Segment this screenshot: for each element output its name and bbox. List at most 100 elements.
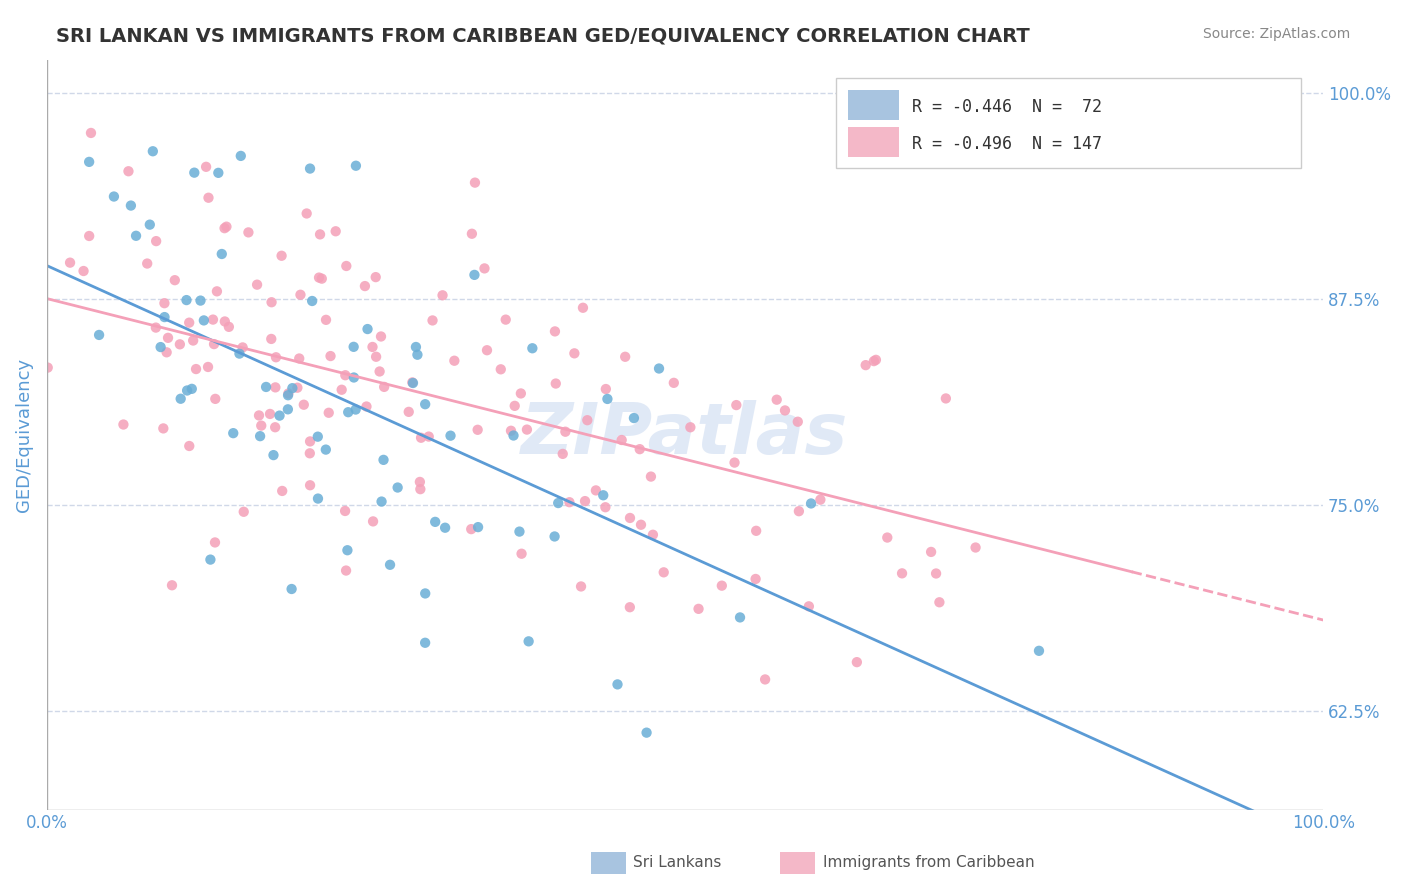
Immigrants from Caribbean xyxy=(333,504,356,518)
Sri Lankans xyxy=(120,198,142,212)
Immigrants from Caribbean xyxy=(330,383,353,397)
Sri Lankans xyxy=(800,496,823,510)
Sri Lankans xyxy=(405,340,427,354)
Immigrants from Caribbean xyxy=(271,483,294,498)
Immigrants from Caribbean xyxy=(311,271,333,285)
Immigrants from Caribbean xyxy=(422,313,444,327)
Immigrants from Caribbean xyxy=(409,475,432,489)
Immigrants from Caribbean xyxy=(787,504,810,518)
Immigrants from Caribbean xyxy=(418,429,440,443)
Sri Lankans xyxy=(373,453,395,467)
Sri Lankans xyxy=(307,430,329,444)
Immigrants from Caribbean xyxy=(572,301,595,315)
Immigrants from Caribbean xyxy=(630,517,652,532)
Immigrants from Caribbean xyxy=(863,354,886,368)
Sri Lankans xyxy=(103,189,125,203)
Immigrants from Caribbean xyxy=(145,320,167,334)
Text: R = -0.496  N = 147: R = -0.496 N = 147 xyxy=(912,136,1102,153)
Immigrants from Caribbean xyxy=(595,500,617,515)
Immigrants from Caribbean xyxy=(179,316,201,330)
Immigrants from Caribbean xyxy=(516,423,538,437)
Immigrants from Caribbean xyxy=(373,380,395,394)
Immigrants from Caribbean xyxy=(460,522,482,536)
Immigrants from Caribbean xyxy=(112,417,135,432)
Immigrants from Caribbean xyxy=(935,392,957,406)
Immigrants from Caribbean xyxy=(37,360,59,375)
Immigrants from Caribbean xyxy=(218,319,240,334)
Sri Lankans xyxy=(344,159,367,173)
Sri Lankans xyxy=(77,154,100,169)
Immigrants from Caribbean xyxy=(153,296,176,310)
Sri Lankans xyxy=(623,411,645,425)
Immigrants from Caribbean xyxy=(318,406,340,420)
Immigrants from Caribbean xyxy=(246,277,269,292)
Sri Lankans xyxy=(176,293,198,307)
Sri Lankans xyxy=(434,521,457,535)
Immigrants from Caribbean xyxy=(201,312,224,326)
Immigrants from Caribbean xyxy=(786,415,808,429)
Immigrants from Caribbean xyxy=(585,483,607,498)
Immigrants from Caribbean xyxy=(72,264,94,278)
Sri Lankans xyxy=(180,382,202,396)
Immigrants from Caribbean xyxy=(745,524,768,538)
Immigrants from Caribbean xyxy=(558,495,581,509)
Immigrants from Caribbean xyxy=(808,492,831,507)
Sri Lankans xyxy=(207,166,229,180)
Sri Lankans xyxy=(263,448,285,462)
Immigrants from Caribbean xyxy=(619,511,641,525)
Sri Lankans xyxy=(502,428,524,442)
Immigrants from Caribbean xyxy=(361,515,384,529)
Immigrants from Caribbean xyxy=(238,226,260,240)
Immigrants from Caribbean xyxy=(679,420,702,434)
Sri Lankans xyxy=(277,388,299,402)
Sri Lankans xyxy=(343,370,366,384)
Immigrants from Caribbean xyxy=(544,376,567,391)
Immigrants from Caribbean xyxy=(264,351,287,365)
Immigrants from Caribbean xyxy=(544,325,567,339)
Immigrants from Caribbean xyxy=(688,602,710,616)
Immigrants from Caribbean xyxy=(474,261,496,276)
Immigrants from Caribbean xyxy=(576,413,599,427)
Sri Lankans xyxy=(222,426,245,441)
Sri Lankans xyxy=(337,405,360,419)
Immigrants from Caribbean xyxy=(184,362,207,376)
Immigrants from Caribbean xyxy=(214,314,236,328)
Immigrants from Caribbean xyxy=(335,368,357,383)
Immigrants from Caribbean xyxy=(264,380,287,394)
Bar xyxy=(848,127,900,157)
Immigrants from Caribbean xyxy=(250,418,273,433)
Immigrants from Caribbean xyxy=(495,312,517,326)
Immigrants from Caribbean xyxy=(364,270,387,285)
Immigrants from Caribbean xyxy=(354,279,377,293)
Sri Lankans xyxy=(190,293,212,308)
Sri Lankans xyxy=(728,610,751,624)
Immigrants from Caribbean xyxy=(215,219,238,234)
Sri Lankans xyxy=(378,558,401,572)
Sri Lankans xyxy=(547,496,569,510)
Immigrants from Caribbean xyxy=(260,295,283,310)
Immigrants from Caribbean xyxy=(299,434,322,449)
Immigrants from Caribbean xyxy=(797,599,820,614)
Immigrants from Caribbean xyxy=(891,566,914,581)
Immigrants from Caribbean xyxy=(725,398,748,412)
Immigrants from Caribbean xyxy=(117,164,139,178)
Sri Lankans xyxy=(413,586,436,600)
Immigrants from Caribbean xyxy=(356,400,378,414)
Immigrants from Caribbean xyxy=(564,346,586,360)
Immigrants from Caribbean xyxy=(443,353,465,368)
Text: Source: ZipAtlas.com: Source: ZipAtlas.com xyxy=(1202,27,1350,41)
Immigrants from Caribbean xyxy=(489,362,512,376)
Sri Lankans xyxy=(307,491,329,506)
Sri Lankans xyxy=(606,677,628,691)
Sri Lankans xyxy=(193,313,215,327)
Sri Lankans xyxy=(463,268,485,282)
Sri Lankans xyxy=(636,725,658,739)
Sri Lankans xyxy=(176,384,198,398)
Sri Lankans xyxy=(387,481,409,495)
Immigrants from Caribbean xyxy=(197,191,219,205)
Immigrants from Caribbean xyxy=(432,288,454,302)
Immigrants from Caribbean xyxy=(628,442,651,457)
Sri Lankans xyxy=(592,488,614,502)
Immigrants from Caribbean xyxy=(315,313,337,327)
Bar xyxy=(848,89,900,120)
